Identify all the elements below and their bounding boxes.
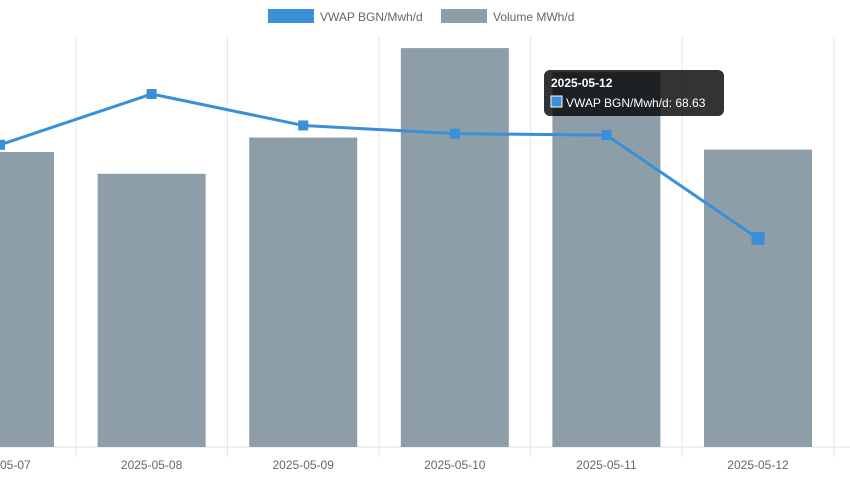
x-tick-label: 2025-05-07 (0, 458, 31, 472)
x-tick-label: 2025-05-10 (424, 458, 486, 472)
vwap-point-2025-05-09 (298, 120, 309, 131)
bar-2025-05-11 (552, 72, 661, 447)
vwap-point-2025-05-11 (601, 130, 612, 141)
bar-2025-05-12 (704, 149, 812, 448)
legend-label-vwap[interactable]: VWAP BGN/Mwh/d (320, 10, 423, 24)
x-tick-label: 2025-05-08 (121, 458, 183, 472)
tooltip-swatch (550, 95, 563, 108)
bar-layer (0, 48, 812, 448)
x-tick-label: 2025-05-09 (273, 458, 335, 472)
vwap-point-2025-05-12 (751, 231, 765, 245)
tooltip-label: VWAP BGN/Mwh/d: 68.63 (566, 96, 706, 110)
bar-2025-05-07 (0, 152, 54, 447)
vwap-line (0, 92, 759, 240)
vwap-point-2025-05-07 (0, 139, 5, 150)
vwap-point-2025-05-10 (449, 128, 460, 139)
legend[interactable]: VWAP BGN/Mwh/d Volume MWh/d (268, 9, 574, 24)
tooltip-box (544, 70, 724, 116)
legend-swatch-vwap[interactable] (268, 9, 314, 23)
tooltip-title: 2025-05-12 (551, 76, 613, 90)
x-tick-label: 2025-05-12 (727, 458, 789, 472)
legend-label-volume[interactable]: Volume MWh/d (493, 10, 574, 24)
line-layer (0, 89, 765, 245)
vwap-point-2025-05-08 (146, 89, 157, 100)
bar-2025-05-09 (249, 137, 358, 447)
axis-layer: 2025-05-07 2025-05-08 2025-05-09 2025-05-10… (0, 458, 789, 472)
tooltip: 2025-05-12 VWAP BGN/Mwh/d: 68.63 (544, 70, 724, 116)
legend-swatch-volume[interactable] (441, 9, 487, 23)
bar-2025-05-08 (97, 173, 206, 447)
bar-2025-05-10 (400, 48, 509, 448)
x-tick-label: 2025-05-11 (576, 458, 637, 472)
